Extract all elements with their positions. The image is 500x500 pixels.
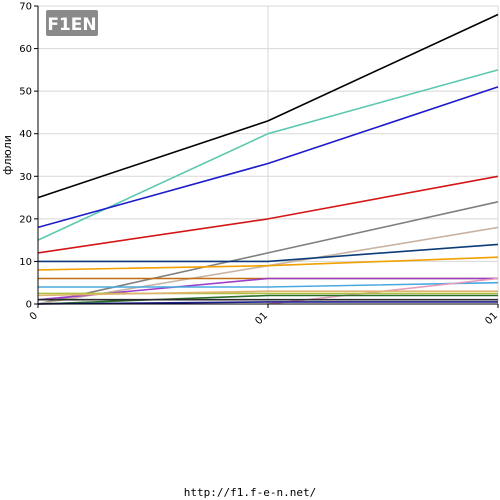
series-line-4	[37, 175, 499, 254]
logo-text: F1EN	[47, 15, 96, 35]
footer-url: http://f1.f-e-n.net/	[183, 486, 317, 499]
y-axis-title: флюли	[1, 135, 14, 175]
series-line-1	[37, 13, 499, 199]
logo: F1EN	[46, 10, 98, 36]
x-tick-label: 01	[483, 310, 500, 327]
y-tick-label: 60	[19, 44, 32, 55]
series-line-8	[37, 256, 499, 271]
y-tick-label: 70	[19, 2, 32, 13]
x-tick-label: 01	[253, 310, 270, 327]
series-line-17	[37, 301, 498, 305]
y-tick-label: 30	[19, 172, 32, 183]
y-tick-label: 0	[26, 300, 32, 311]
series-line-11	[38, 281, 499, 288]
series-line-7	[38, 243, 499, 263]
y-tick-label: 50	[19, 87, 32, 98]
y-tick-label: 40	[19, 129, 32, 140]
series-line-14	[37, 294, 498, 305]
series-line-15	[37, 290, 498, 297]
series-line-2	[37, 69, 499, 241]
grid-lines	[38, 5, 499, 304]
y-tick-label: 20	[19, 214, 32, 225]
series-group	[37, 13, 499, 305]
x-tick-label: 0	[28, 310, 40, 322]
y-tick-label: 10	[19, 257, 32, 268]
series-line-3	[37, 86, 499, 229]
logo-background	[46, 10, 98, 36]
